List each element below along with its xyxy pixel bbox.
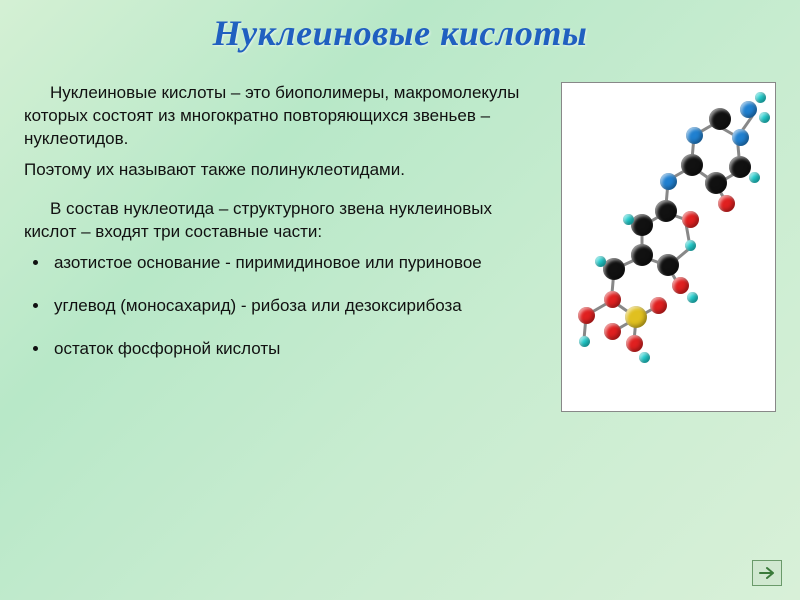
- slide: Нуклеиновые кислоты Нуклеиновые кислоты …: [0, 0, 800, 600]
- slide-title: Нуклеиновые кислоты: [24, 12, 776, 54]
- list-item: остаток фосфорной кислоты: [50, 338, 549, 361]
- molecule-image: [561, 82, 776, 412]
- next-arrow-icon: [759, 566, 775, 580]
- paragraph-definition: Нуклеиновые кислоты – это биополимеры, м…: [24, 82, 549, 151]
- components-list: азотистое основание - пиримидиновое или …: [50, 252, 549, 361]
- paragraph-polynucleotides: Поэтому их называют также полинуклеотида…: [24, 159, 549, 182]
- list-item: азотистое основание - пиримидиновое или …: [50, 252, 549, 275]
- content-row: Нуклеиновые кислоты – это биополимеры, м…: [24, 82, 776, 412]
- text-column: Нуклеиновые кислоты – это биополимеры, м…: [24, 82, 549, 412]
- list-item: углевод (моносахарид) - рибоза или дезок…: [50, 295, 549, 318]
- next-button[interactable]: [752, 560, 782, 586]
- paragraph-components-intro: В состав нуклеотида – структурного звена…: [24, 198, 549, 244]
